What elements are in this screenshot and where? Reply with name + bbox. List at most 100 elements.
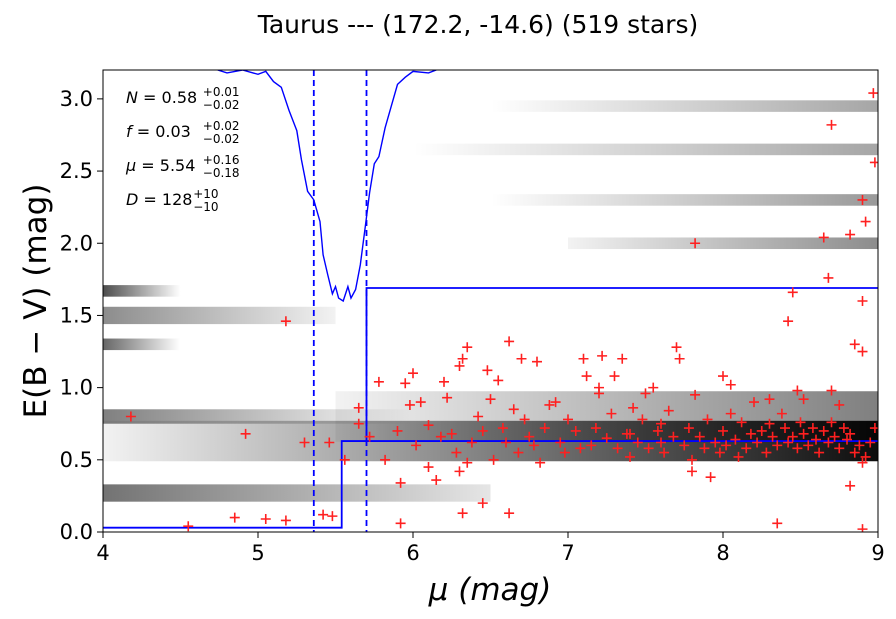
x-axis-ticks: 4 5 6 7 8 9: [96, 532, 885, 565]
data-point: [714, 447, 725, 458]
data-point: [776, 408, 787, 419]
data-point: [415, 397, 426, 408]
data-point: [733, 451, 744, 462]
data-point: [783, 437, 794, 448]
fit-parameters: N = 0.58 +0.01−0.02f = 0.03 +0.02−0.02μ = …: [125, 85, 240, 214]
density-band: [568, 237, 878, 250]
y-tick-label: 1.0: [60, 376, 93, 400]
x-tick-label: 5: [251, 541, 264, 565]
data-point: [807, 423, 818, 434]
data-point: [780, 423, 790, 434]
data-point: [535, 457, 546, 468]
data-point: [516, 353, 527, 364]
y-axis-label: E(B − V) (mag): [18, 184, 54, 419]
data-point: [741, 443, 752, 454]
data-point: [869, 423, 878, 434]
data-point: [721, 440, 732, 451]
data-point: [829, 431, 840, 442]
data-point: [764, 418, 775, 429]
data-point: [803, 440, 814, 451]
data-point: [857, 346, 868, 357]
data-point: [745, 428, 756, 439]
data-point: [532, 356, 542, 367]
density-band: [103, 285, 181, 297]
data-point: [725, 379, 736, 390]
fit-parameter-lower-error: −0.02: [203, 132, 240, 146]
fit-parameter-upper-error: +0.16: [203, 153, 240, 167]
data-point: [792, 443, 803, 454]
data-point: [411, 440, 422, 451]
data-point: [457, 353, 468, 364]
data-point: [513, 447, 524, 458]
data-point: [539, 423, 550, 434]
data-point: [725, 408, 736, 419]
data-point: [811, 434, 821, 445]
data-point: [435, 431, 446, 442]
data-point: [640, 388, 651, 399]
data-point: [488, 454, 499, 465]
data-point: [462, 457, 473, 468]
data-point: [849, 339, 860, 350]
data-point: [764, 394, 775, 405]
data-point: [823, 437, 834, 448]
y-tick-label: 2.5: [60, 159, 93, 183]
data-point: [473, 411, 484, 422]
data-point: [787, 287, 798, 298]
data-point: [798, 394, 809, 405]
data-point: [501, 437, 511, 448]
data-point: [628, 402, 639, 413]
data-point: [373, 376, 384, 387]
data-point: [845, 229, 856, 240]
data-point: [795, 417, 806, 428]
density-band: [103, 306, 336, 325]
data-point: [736, 417, 747, 428]
step-model-layer: [103, 70, 878, 532]
data-point: [671, 342, 682, 353]
density-band: [103, 338, 181, 351]
data-point: [868, 88, 878, 99]
data-point: [690, 389, 701, 400]
data-point: [524, 431, 535, 442]
data-point: [229, 512, 240, 523]
data-point: [702, 414, 713, 425]
chart-title: Taurus --- (172.2, -14.6) (519 stars): [257, 10, 699, 39]
data-point: [860, 216, 871, 227]
data-points: [125, 88, 878, 532]
data-point: [260, 514, 271, 525]
data-point: [454, 466, 465, 477]
data-point: [761, 447, 772, 458]
data-point: [280, 515, 291, 526]
data-point: [656, 418, 666, 429]
data-point: [609, 371, 620, 382]
x-tick-label: 9: [871, 541, 884, 565]
data-point: [826, 417, 837, 428]
data-point: [659, 447, 670, 458]
data-point: [699, 443, 710, 454]
data-point: [854, 440, 865, 451]
data-point: [395, 477, 406, 488]
data-point: [718, 371, 728, 382]
x-tick-label: 7: [561, 541, 574, 565]
data-point: [845, 428, 856, 439]
data-point: [550, 397, 561, 408]
data-point: [834, 399, 845, 410]
data-point: [772, 518, 783, 529]
density-background: [103, 100, 878, 502]
data-point: [586, 440, 597, 451]
data-point: [679, 440, 690, 451]
data-point: [838, 423, 849, 434]
fit-parameter-upper-error: +0.02: [203, 119, 240, 133]
data-point: [643, 443, 654, 454]
data-point: [857, 194, 868, 205]
data-point: [353, 418, 364, 429]
data-point: [477, 425, 488, 436]
data-point: [594, 382, 604, 393]
data-point: [612, 443, 623, 454]
fit-parameter-lower-error: −0.18: [203, 166, 240, 180]
y-tick-label: 3.0: [60, 87, 93, 111]
data-point: [442, 392, 453, 403]
data-point: [400, 378, 411, 389]
data-point: [519, 414, 530, 425]
data-point: [637, 414, 648, 425]
